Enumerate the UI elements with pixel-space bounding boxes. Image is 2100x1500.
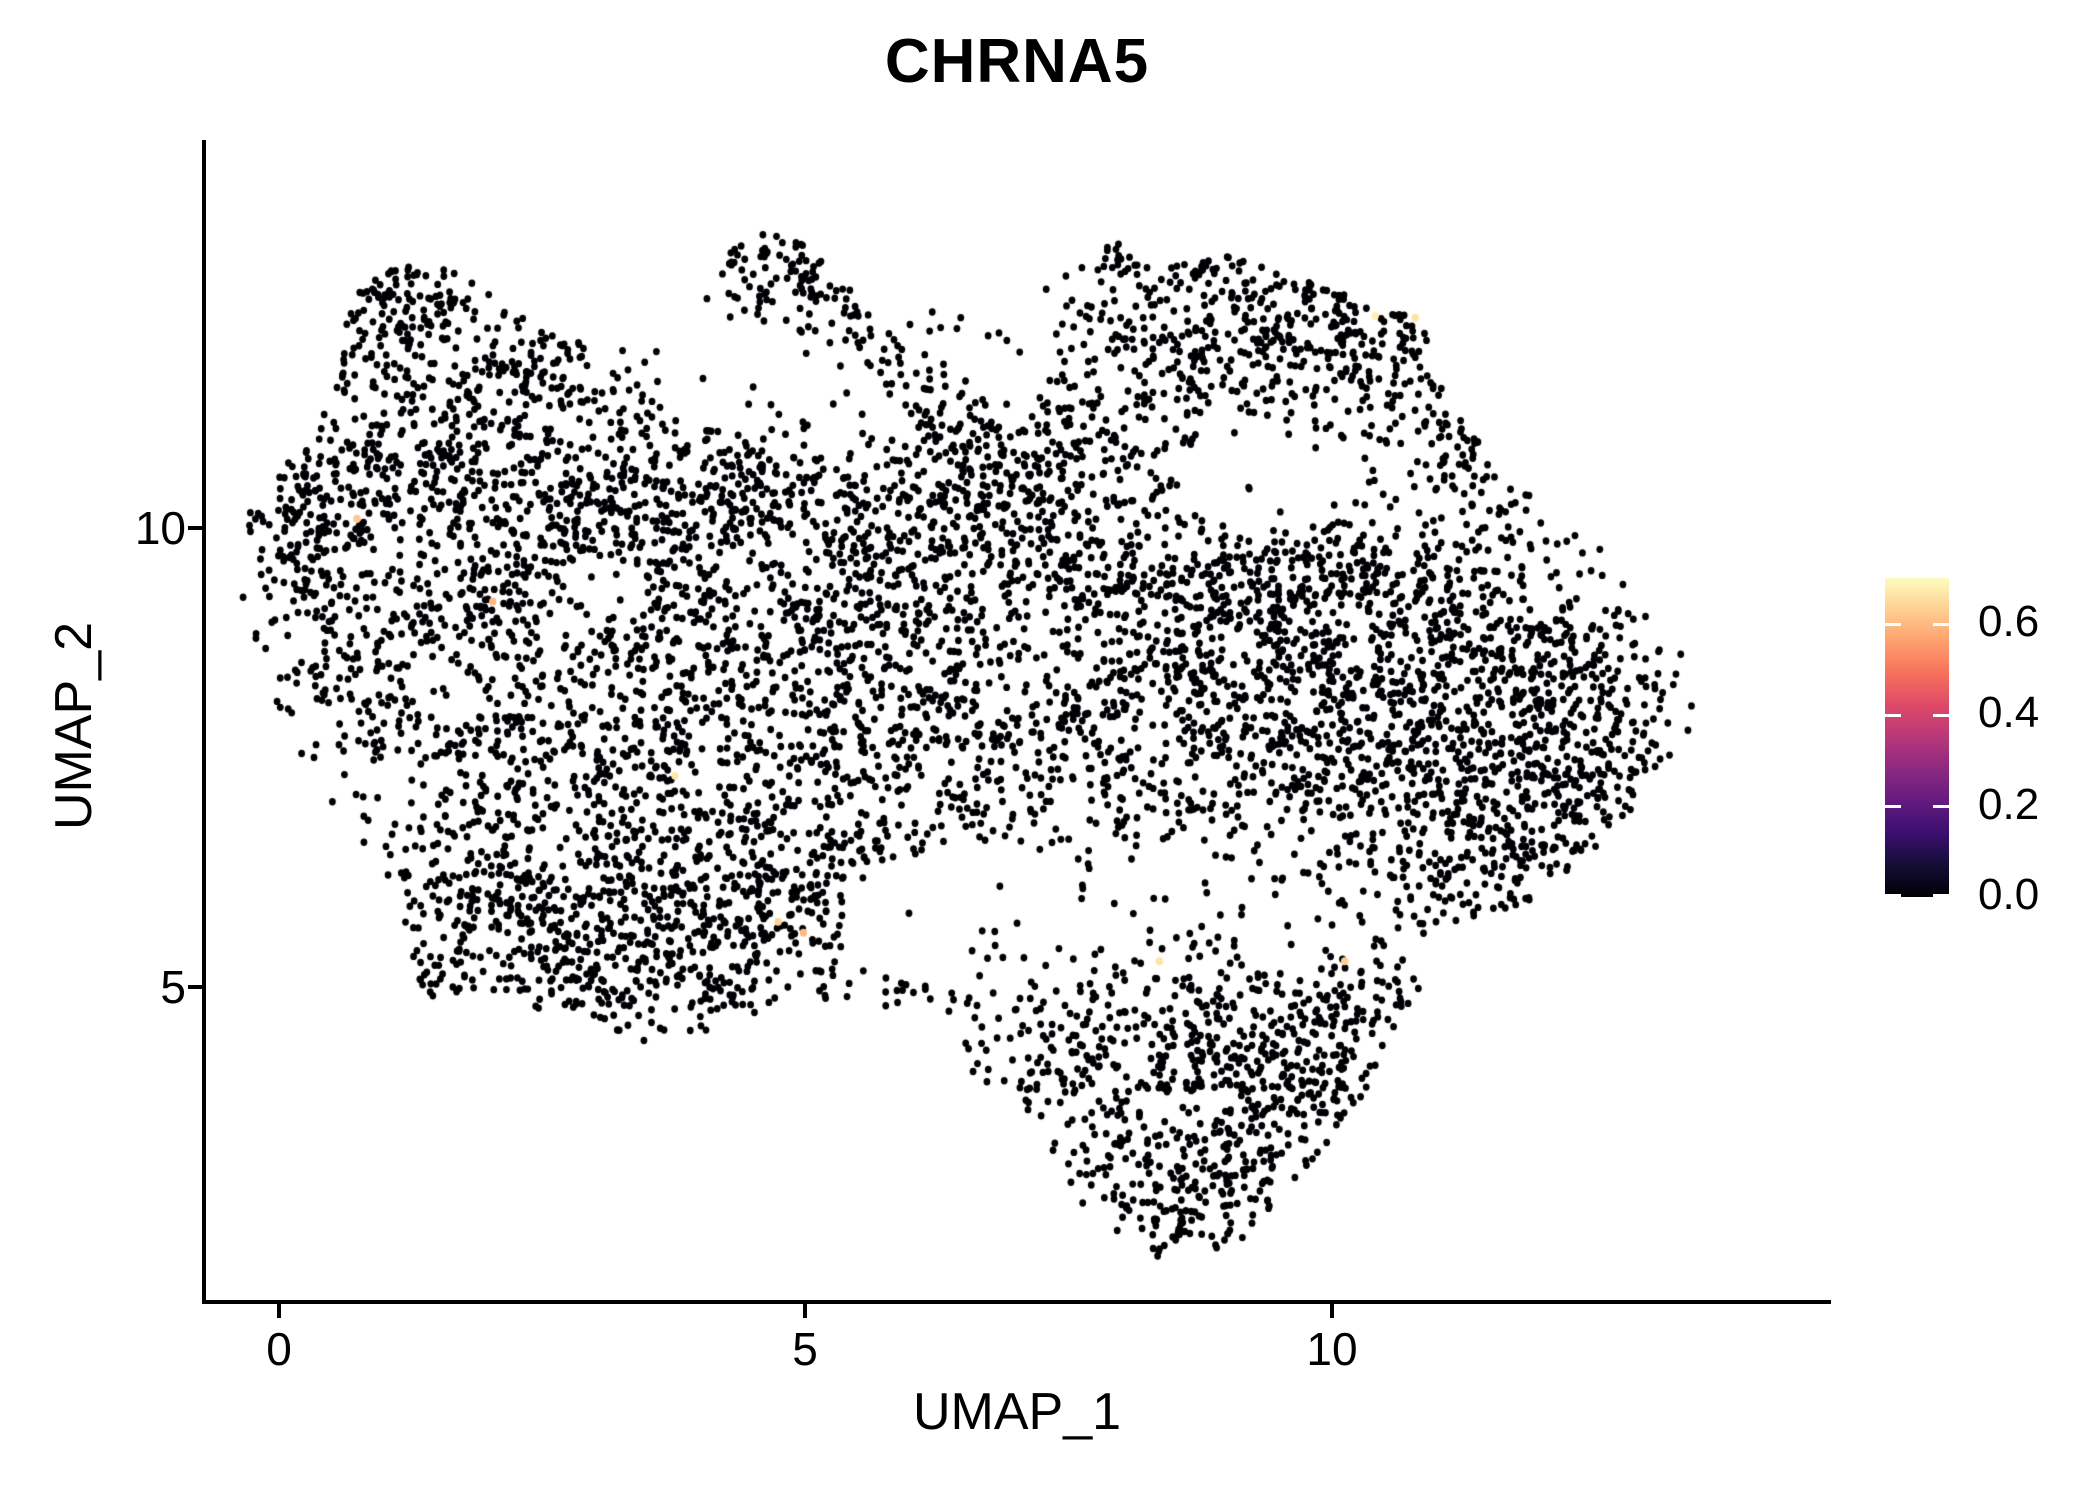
colorbar-tick-0.4 (1885, 713, 1901, 717)
colorbar-label-0.4: 0.4 (1978, 688, 2040, 737)
colorbar-tick-0.6 (1885, 622, 1901, 626)
y-tick-label-10: 10 (134, 502, 186, 554)
y-axis-title: UMAP_2 (45, 621, 103, 831)
x-tick-5 (803, 1304, 807, 1318)
colorbar-label-0.2: 0.2 (1978, 780, 2040, 829)
colorbar-tick-0.2 (1885, 804, 1901, 808)
expression-colorbar (1885, 578, 1949, 897)
y-tick-label-5: 5 (160, 961, 186, 1013)
colorbar-tick-0.0 (1885, 894, 1901, 897)
y-tick-10 (188, 526, 202, 530)
x-tick-label-10: 10 (1306, 1323, 1358, 1375)
colorbar-label-0.6: 0.6 (1978, 597, 2040, 646)
y-axis-line (202, 140, 206, 1304)
x-tick-label-5: 5 (792, 1323, 818, 1375)
colorbar-tick-0.0 (1933, 894, 1949, 897)
colorbar-tick-0.6 (1933, 622, 1949, 626)
x-axis-line (202, 1300, 1831, 1304)
y-tick-5 (188, 985, 202, 989)
colorbar-tick-0.2 (1933, 804, 1949, 808)
x-tick-0 (277, 1304, 281, 1318)
colorbar-gradient (1885, 578, 1949, 897)
colorbar-tick-0.4 (1933, 713, 1949, 717)
x-tick-10 (1330, 1304, 1334, 1318)
colorbar-label-0.0: 0.0 (1978, 870, 2040, 919)
x-axis-title: UMAP_1 (912, 1383, 1122, 1441)
x-tick-label-0: 0 (266, 1323, 292, 1375)
